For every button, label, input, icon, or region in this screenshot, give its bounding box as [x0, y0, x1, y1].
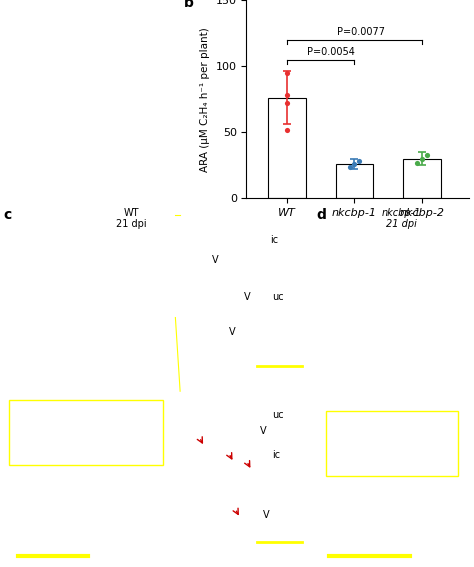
Text: b: b — [184, 0, 194, 10]
Point — [423, 150, 430, 159]
Text: P=0.0054: P=0.0054 — [307, 47, 355, 57]
Text: nkcbp-1: nkcbp-1 — [56, 6, 96, 16]
Text: V: V — [264, 510, 270, 521]
Text: uc: uc — [272, 411, 284, 420]
Point — [356, 157, 363, 166]
Text: V: V — [259, 426, 266, 436]
Point — [413, 158, 421, 167]
Point — [346, 162, 354, 171]
Text: uc: uc — [272, 291, 284, 302]
Point — [351, 159, 358, 168]
Text: P=0.0077: P=0.0077 — [337, 27, 385, 37]
Point — [283, 91, 291, 100]
Text: ic: ic — [270, 235, 278, 244]
Text: V: V — [244, 291, 251, 302]
Point — [283, 99, 291, 108]
Bar — [403, 159, 440, 198]
Point — [283, 68, 291, 77]
Text: a: a — [5, 6, 14, 20]
Text: nkcbp-2: nkcbp-2 — [141, 6, 181, 16]
Text: V: V — [212, 255, 219, 265]
Point — [418, 154, 426, 163]
Bar — [268, 98, 306, 198]
Text: WT: WT — [11, 82, 27, 92]
Text: nkcbp-1
21 dpi: nkcbp-1 21 dpi — [382, 208, 421, 229]
Text: c: c — [3, 208, 12, 222]
Bar — [336, 164, 373, 198]
Text: WT
21 dpi: WT 21 dpi — [116, 208, 147, 229]
Text: ic: ic — [272, 450, 281, 460]
Text: d: d — [316, 208, 326, 222]
Text: V: V — [229, 327, 236, 337]
Point — [283, 125, 291, 134]
Y-axis label: ARA (μM C₂H₄ h⁻¹ per plant): ARA (μM C₂H₄ h⁻¹ per plant) — [200, 27, 210, 172]
